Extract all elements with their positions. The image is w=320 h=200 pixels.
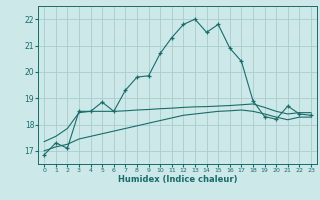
X-axis label: Humidex (Indice chaleur): Humidex (Indice chaleur) [118, 175, 237, 184]
